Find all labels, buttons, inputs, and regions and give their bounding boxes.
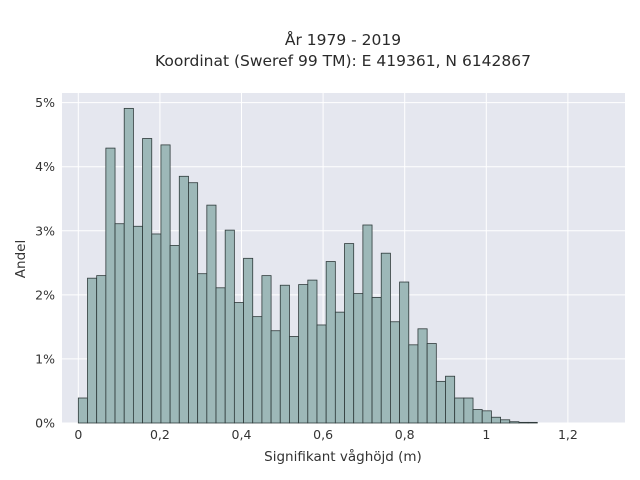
y-tick-label-2: 2% xyxy=(35,287,55,302)
histogram-bar-3 xyxy=(105,147,116,424)
histogram-bar-9 xyxy=(160,144,171,424)
histogram-bar-43 xyxy=(472,409,483,424)
histogram-bar-13 xyxy=(197,273,208,424)
histogram-bar-42 xyxy=(463,397,474,424)
y-tick-label-5: 5% xyxy=(35,95,55,110)
histogram-bar-18 xyxy=(243,257,254,424)
histogram-bar-48 xyxy=(518,421,529,424)
histogram-bar-46 xyxy=(500,419,511,424)
histogram-bar-5 xyxy=(123,107,134,424)
histogram-bar-27 xyxy=(325,261,336,424)
histogram-bar-49 xyxy=(527,421,538,424)
histogram-bar-44 xyxy=(481,410,492,424)
y-axis-label: Andel xyxy=(13,240,29,278)
chart-title-line-2: Koordinat (Sweref 99 TM): E 419361, N 61… xyxy=(155,52,531,70)
histogram-bar-8 xyxy=(151,233,162,424)
chart-title-line-1: År 1979 - 2019 xyxy=(285,30,401,49)
histogram-bar-21 xyxy=(270,330,281,424)
histogram-bar-38 xyxy=(426,343,437,424)
x-tick-label-4: 0,8 xyxy=(395,427,415,442)
x-tick-label-1: 0,2 xyxy=(150,427,170,442)
y-tick-label-1: 1% xyxy=(35,351,55,366)
histogram-bar-11 xyxy=(178,175,189,424)
x-axis-label: Signifikant våghöjd (m) xyxy=(264,448,422,465)
histogram-bar-24 xyxy=(298,284,309,424)
histogram-bar-14 xyxy=(206,204,217,424)
x-axis-ticks: 0 0,2 0,4 0,6 0,8 1 1,2 xyxy=(74,427,577,442)
histogram-bar-0 xyxy=(77,397,88,424)
x-tick-label-2: 0,4 xyxy=(232,427,252,442)
x-tick-label-3: 0,6 xyxy=(313,427,333,442)
histogram-bar-19 xyxy=(252,316,263,424)
bars xyxy=(77,107,538,424)
histogram-bar-39 xyxy=(435,380,446,424)
histogram-bar-15 xyxy=(215,287,226,424)
histogram-bar-35 xyxy=(399,281,410,424)
x-tick-label-6: 1,2 xyxy=(558,427,578,442)
histogram-bar-7 xyxy=(142,138,153,424)
histogram-bar-29 xyxy=(344,243,355,424)
histogram-bar-32 xyxy=(371,297,382,424)
histogram-bar-16 xyxy=(224,229,235,424)
histogram-bar-12 xyxy=(188,182,199,424)
histogram-bar-1 xyxy=(87,277,98,424)
histogram-bar-6 xyxy=(132,225,143,424)
histogram-bar-2 xyxy=(96,275,107,424)
histogram-bar-28 xyxy=(334,311,345,424)
histogram-bar-23 xyxy=(289,336,300,424)
histogram-bar-34 xyxy=(390,321,400,424)
histogram-bar-33 xyxy=(380,252,391,424)
histogram-bar-26 xyxy=(316,324,327,424)
histogram-bar-36 xyxy=(408,344,419,424)
histogram-bar-31 xyxy=(362,224,373,424)
histogram-bar-37 xyxy=(417,328,428,424)
histogram-bar-30 xyxy=(353,293,364,424)
x-tick-label-0: 0 xyxy=(74,427,82,442)
y-tick-label-4: 4% xyxy=(35,159,55,174)
histogram-bar-40 xyxy=(445,375,456,424)
y-axis-ticks: 0% 1% 2% 3% 4% 5% xyxy=(35,95,55,430)
histogram-bar-20 xyxy=(261,275,272,424)
histogram-bar-10 xyxy=(169,245,180,424)
histogram-bar-47 xyxy=(509,421,520,424)
histogram-bar-22 xyxy=(279,284,290,424)
histogram-bar-4 xyxy=(114,223,125,424)
histogram-bar-45 xyxy=(490,416,501,424)
histogram-bar-17 xyxy=(233,302,244,424)
y-tick-label-0: 0% xyxy=(35,416,55,431)
histogram-bar-41 xyxy=(454,397,465,424)
x-tick-label-5: 1 xyxy=(482,427,490,442)
histogram-bar-25 xyxy=(307,279,318,424)
y-tick-label-3: 3% xyxy=(35,223,55,238)
